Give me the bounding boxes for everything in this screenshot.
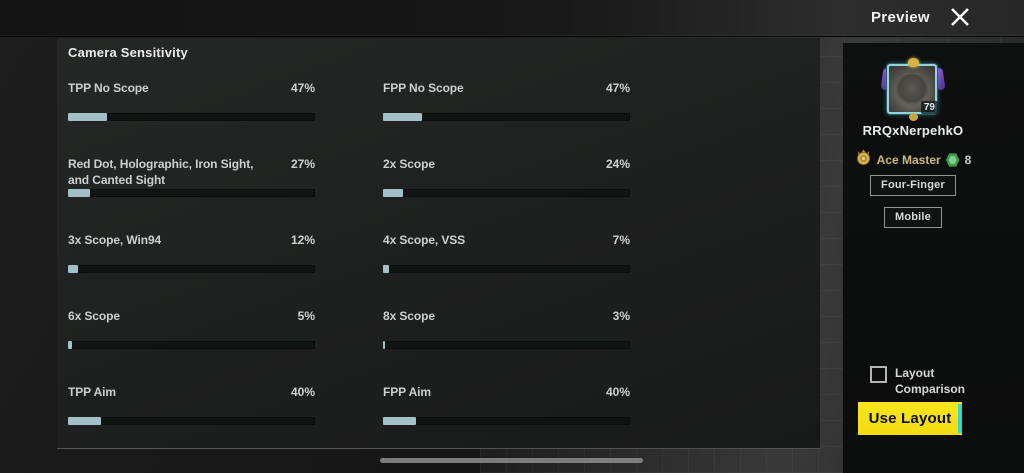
slider-tpp-aim[interactable] bbox=[68, 417, 315, 425]
setting-value: 40% bbox=[605, 385, 630, 399]
setting-value: 47% bbox=[290, 81, 315, 95]
slider-fill bbox=[383, 417, 416, 425]
setting-label: FPP No Scope bbox=[383, 81, 464, 95]
setting-red-dot-holographic-iron-sight-and-canted-sight: Red Dot, Holographic, Iron Sight, and Ca… bbox=[68, 156, 315, 232]
setting-label: 3x Scope, Win94 bbox=[68, 233, 162, 247]
avatar-ornament-bottom-icon bbox=[909, 113, 918, 121]
setting-value: 47% bbox=[605, 81, 630, 95]
setting-fpp-aim: FPP Aim 40% bbox=[383, 384, 630, 460]
camera-sensitivity-panel: Camera Sensitivity TPP No Scope 47% FPP No… bbox=[57, 38, 820, 449]
setting-header: FPP No Scope 47% bbox=[383, 80, 630, 96]
slider-2x-scope[interactable] bbox=[383, 189, 630, 197]
slider-3x-scope-win94[interactable] bbox=[68, 265, 315, 273]
player-avatar[interactable]: 79 bbox=[880, 58, 946, 121]
setting-label: 6x Scope bbox=[68, 309, 120, 323]
setting-value: 27% bbox=[290, 157, 315, 171]
slider-fill bbox=[68, 113, 107, 121]
mobile-button[interactable]: Mobile bbox=[883, 207, 943, 228]
setting-value: 12% bbox=[290, 233, 315, 247]
layout-comparison-checkbox[interactable] bbox=[870, 366, 887, 383]
avatar-ornament-top-icon bbox=[908, 58, 919, 67]
slider-6x-scope[interactable] bbox=[68, 341, 315, 349]
top-bar bbox=[0, 0, 1024, 36]
setting-header: 3x Scope, Win94 12% bbox=[68, 232, 315, 248]
four-finger-button[interactable]: Four-Finger bbox=[870, 175, 956, 196]
use-layout-button[interactable]: Use Layout bbox=[858, 402, 962, 435]
setting-fpp-no-scope: FPP No Scope 47% bbox=[383, 80, 630, 156]
setting-label: FPP Aim bbox=[383, 385, 431, 399]
setting-value: 24% bbox=[605, 157, 630, 171]
slider-fpp-aim[interactable] bbox=[383, 417, 630, 425]
horizontal-scrollbar[interactable] bbox=[380, 458, 643, 463]
setting-header: 2x Scope 24% bbox=[383, 156, 630, 172]
setting-8x-scope: 8x Scope 3% bbox=[383, 308, 630, 384]
setting-tpp-aim: TPP Aim 40% bbox=[68, 384, 315, 460]
setting-value: 3% bbox=[612, 309, 630, 323]
setting-header: TPP Aim 40% bbox=[68, 384, 315, 400]
slider-fill bbox=[68, 189, 91, 197]
preview-sidebar: 79 RRQxNerpehkO Ace Master 8 Four-Finger… bbox=[843, 43, 1024, 473]
rank-badge-icon bbox=[945, 153, 960, 167]
slider-fill bbox=[68, 417, 101, 425]
slider-fill bbox=[383, 113, 422, 121]
camera-sensitivity-title: Camera Sensitivity bbox=[68, 45, 188, 60]
setting-value: 40% bbox=[290, 385, 315, 399]
rank-medal-icon bbox=[855, 149, 872, 171]
setting-label: 2x Scope bbox=[383, 157, 435, 171]
setting-3x-scope-win94: 3x Scope, Win94 12% bbox=[68, 232, 315, 308]
setting-2x-scope: 2x Scope 24% bbox=[383, 156, 630, 232]
slider-fill bbox=[383, 341, 386, 349]
preview-title: Preview bbox=[871, 9, 930, 26]
setting-label: Red Dot, Holographic, Iron Sight, and Ca… bbox=[68, 157, 254, 187]
setting-header: 4x Scope, VSS 7% bbox=[383, 232, 630, 248]
setting-header: 8x Scope 3% bbox=[383, 308, 630, 324]
player-level-badge: 79 bbox=[920, 101, 938, 114]
setting-4x-scope-vss: 4x Scope, VSS 7% bbox=[383, 232, 630, 308]
slider-8x-scope[interactable] bbox=[383, 341, 630, 349]
layout-comparison-label: Layout Comparison bbox=[895, 366, 966, 396]
setting-label: TPP No Scope bbox=[68, 81, 149, 95]
rank-badge-count: 8 bbox=[964, 153, 972, 167]
player-rank-row: Ace Master 8 bbox=[855, 149, 972, 171]
use-layout-label: Use Layout bbox=[868, 410, 952, 427]
setting-label: TPP Aim bbox=[68, 385, 116, 399]
setting-header: 6x Scope 5% bbox=[68, 308, 315, 324]
close-icon bbox=[948, 5, 972, 34]
sidebar-content: 79 RRQxNerpehkO Ace Master 8 Four-Finger… bbox=[843, 43, 983, 228]
slider-fill bbox=[383, 189, 403, 197]
slider-fill bbox=[68, 265, 78, 273]
slider-fill bbox=[68, 341, 73, 349]
layout-comparison-toggle[interactable]: Layout Comparison bbox=[870, 365, 977, 397]
setting-value: 5% bbox=[297, 309, 315, 323]
setting-label: 8x Scope bbox=[383, 309, 435, 323]
setting-label: 4x Scope, VSS bbox=[383, 233, 466, 247]
setting-header: FPP Aim 40% bbox=[383, 384, 630, 400]
setting-tpp-no-scope: TPP No Scope 47% bbox=[68, 80, 315, 156]
setting-6x-scope: 6x Scope 5% bbox=[68, 308, 315, 384]
slider-fill bbox=[383, 265, 389, 273]
slider-red-dot-holographic-iron-sight-and-canted-sight[interactable] bbox=[68, 189, 315, 197]
slider-fpp-no-scope[interactable] bbox=[383, 113, 630, 121]
setting-header: TPP No Scope 47% bbox=[68, 80, 315, 96]
slider-4x-scope-vss[interactable] bbox=[383, 265, 630, 273]
close-button[interactable] bbox=[944, 5, 976, 33]
slider-tpp-no-scope[interactable] bbox=[68, 113, 315, 121]
sensitivity-slider-grid: TPP No Scope 47% FPP No Scope 47% Red Dot, H… bbox=[68, 80, 630, 460]
rank-label: Ace Master bbox=[876, 153, 941, 167]
player-name: RRQxNerpehkO bbox=[862, 123, 964, 138]
setting-value: 7% bbox=[612, 233, 630, 247]
setting-header: Red Dot, Holographic, Iron Sight, and Ca… bbox=[68, 156, 315, 188]
